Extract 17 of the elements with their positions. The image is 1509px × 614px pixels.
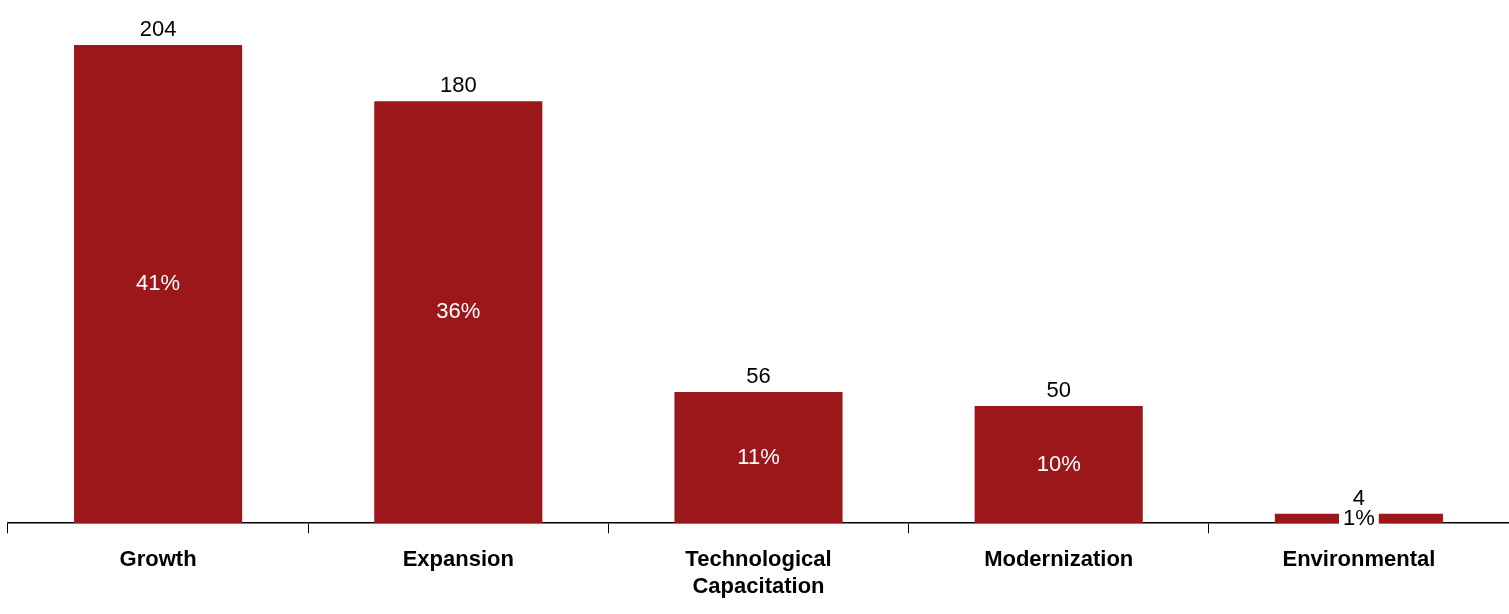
data-label: 56 xyxy=(746,362,771,388)
bar xyxy=(974,405,1143,524)
x-tick-label: Growth xyxy=(119,546,197,572)
data-label: 50 xyxy=(1046,377,1071,403)
bar xyxy=(674,391,843,524)
bar xyxy=(374,101,543,524)
x-tick-label: Technological Capacitation xyxy=(685,546,832,598)
annotation: 11% xyxy=(737,443,780,469)
x-tick-label: Modernization xyxy=(984,546,1134,572)
x-tick-label: Expansion xyxy=(402,546,514,572)
bar xyxy=(74,45,243,524)
data-label: 180 xyxy=(439,72,477,98)
x-tick-label: Environmental xyxy=(1282,546,1436,572)
data-label: 204 xyxy=(139,16,177,42)
annotation: 10% xyxy=(1036,450,1081,476)
annotation: 41% xyxy=(136,270,181,296)
annotation: 36% xyxy=(436,298,481,324)
